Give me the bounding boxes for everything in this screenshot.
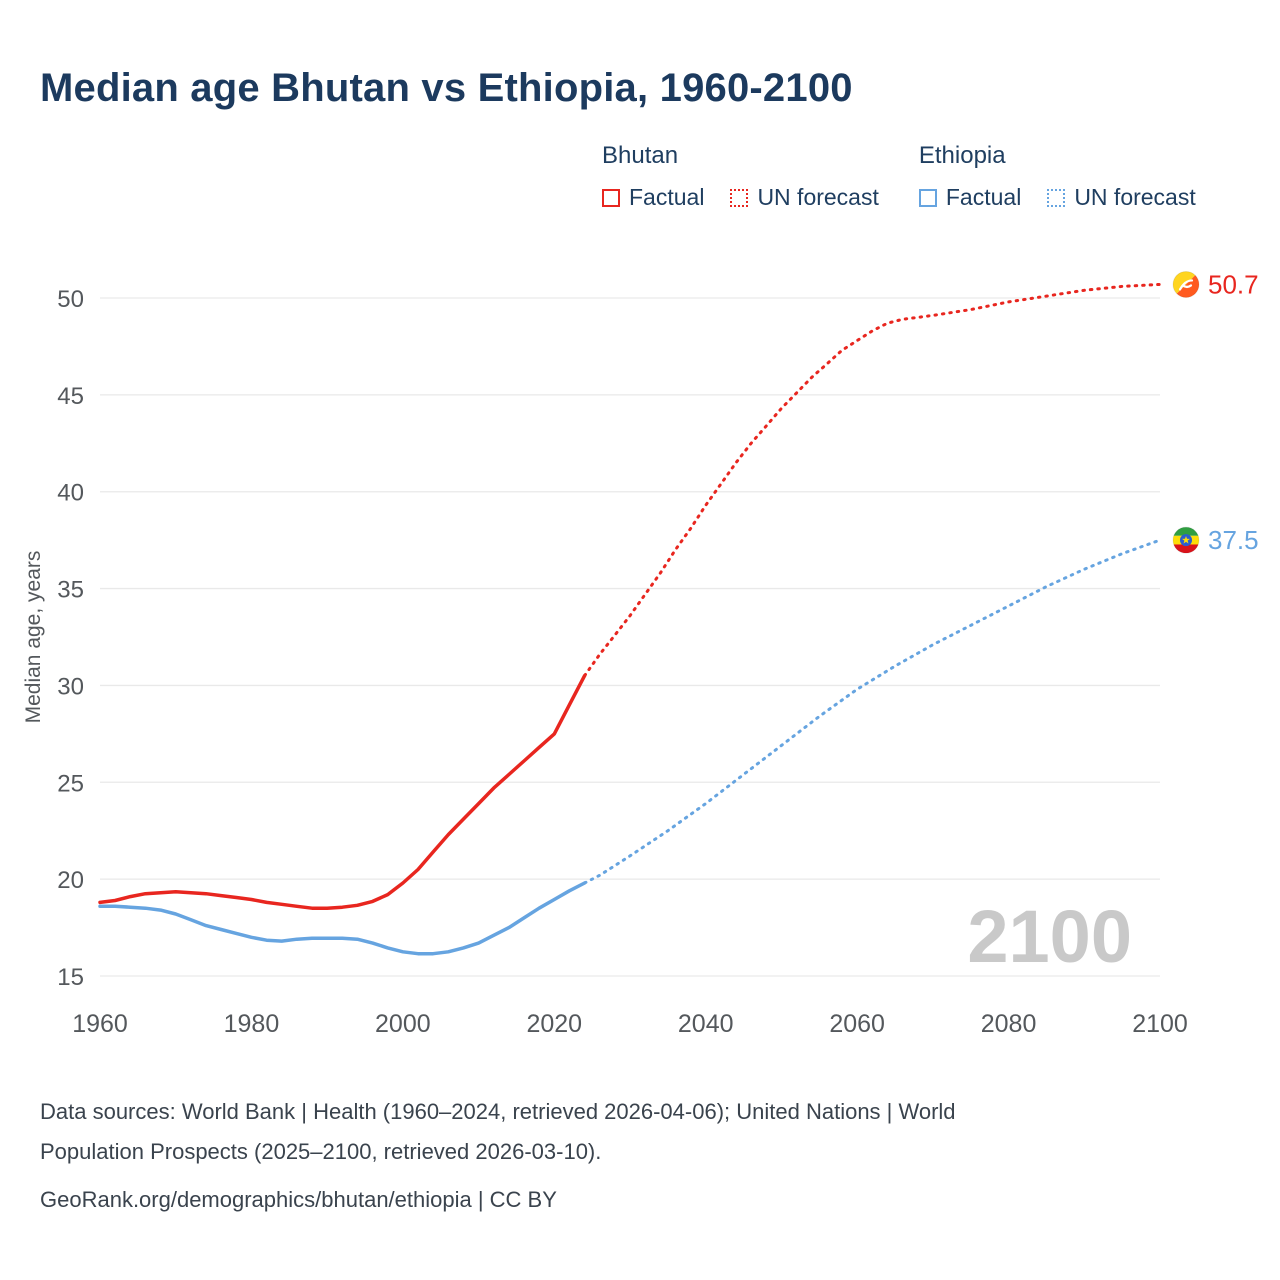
- x-tick-label: 2000: [375, 1010, 431, 1038]
- y-tick-label: 50: [57, 286, 84, 313]
- legend-group-label-ethiopia: Ethiopia: [918, 142, 1006, 169]
- legend-swatch-bhutan-factual: [602, 188, 620, 207]
- legend-swatch-ethiopia-forecast: [1047, 188, 1066, 207]
- x-tick-label: 2020: [526, 1010, 582, 1038]
- legend-item-label: Factual: [629, 184, 705, 210]
- end-value-label-ethiopia: 37.5: [1208, 525, 1259, 555]
- series-line-ethiopia-un-forecast: [583, 538, 1162, 885]
- legend-item-bhutan-forecast: UN forecast: [730, 184, 879, 211]
- x-tick-label: 2080: [981, 1010, 1037, 1038]
- y-tick-label: 35: [57, 577, 84, 604]
- legend: Bhutan Factual UN forecast Ethiopia Fact…: [602, 142, 1196, 211]
- legend-swatch-bhutan-forecast: [730, 188, 749, 207]
- legend-items-ethiopia: Factual UN forecast: [918, 184, 1196, 211]
- y-tick-label: 15: [57, 964, 84, 991]
- y-tick-label: 30: [57, 673, 84, 700]
- end-value-label-bhutan: 50.7: [1208, 269, 1259, 299]
- y-tick-label: 45: [57, 383, 84, 410]
- y-axis-title: Median age, years: [22, 551, 45, 724]
- x-tick-label: 1960: [72, 1010, 128, 1038]
- legend-group-ethiopia: Ethiopia Factual UN forecast: [918, 142, 1196, 211]
- x-tick-label: 2040: [678, 1010, 734, 1038]
- legend-item-ethiopia-forecast: UN forecast: [1047, 184, 1196, 211]
- series-line-bhutan-factual: [98, 673, 587, 910]
- footer-line-2: Population Prospects (2025–2100, retriev…: [40, 1139, 602, 1164]
- bhutan-flag-icon: [1173, 271, 1199, 298]
- x-tick-label: 2060: [829, 1010, 885, 1038]
- series-line-bhutan-un-forecast: [583, 282, 1162, 678]
- x-tick-label: 2100: [1132, 1010, 1188, 1038]
- y-tick-label: 40: [57, 480, 84, 507]
- legend-item-label: Factual: [945, 184, 1022, 210]
- legend-item-bhutan-factual: Factual: [602, 184, 704, 211]
- legend-item-ethiopia-factual: Factual: [918, 184, 1022, 211]
- footer-attribution-line: GeoRank.org/demographics/bhutan/ethiopia…: [40, 1187, 557, 1212]
- series-line-ethiopia-factual: [98, 881, 587, 956]
- ethiopia-flag-icon: [1173, 527, 1199, 554]
- y-tick-label: 20: [57, 867, 84, 894]
- legend-swatch-ethiopia-factual: [918, 188, 937, 207]
- data-sources: Data sources: World Bank | Health (1960–…: [40, 1092, 956, 1220]
- y-tick-label: 25: [57, 770, 84, 797]
- legend-items-bhutan: Factual UN forecast: [602, 184, 879, 211]
- x-tick-label: 1980: [224, 1010, 280, 1038]
- watermark-year: 2100: [967, 895, 1132, 978]
- legend-item-label: UN forecast: [1074, 184, 1196, 210]
- legend-group-label-bhutan: Bhutan: [602, 142, 679, 169]
- median-age-line-chart: 15 20 25 30 35 40 45 50 1960 1980 2000 2020 2040 2060…: [22, 269, 1259, 1038]
- legend-group-bhutan: Bhutan Factual UN forecast: [602, 142, 879, 211]
- legend-item-label: UN forecast: [757, 184, 879, 210]
- footer-line-1: Data sources: World Bank | Health (1960–…: [40, 1099, 956, 1124]
- chart-title: Median age Bhutan vs Ethiopia, 1960-2100: [40, 66, 853, 110]
